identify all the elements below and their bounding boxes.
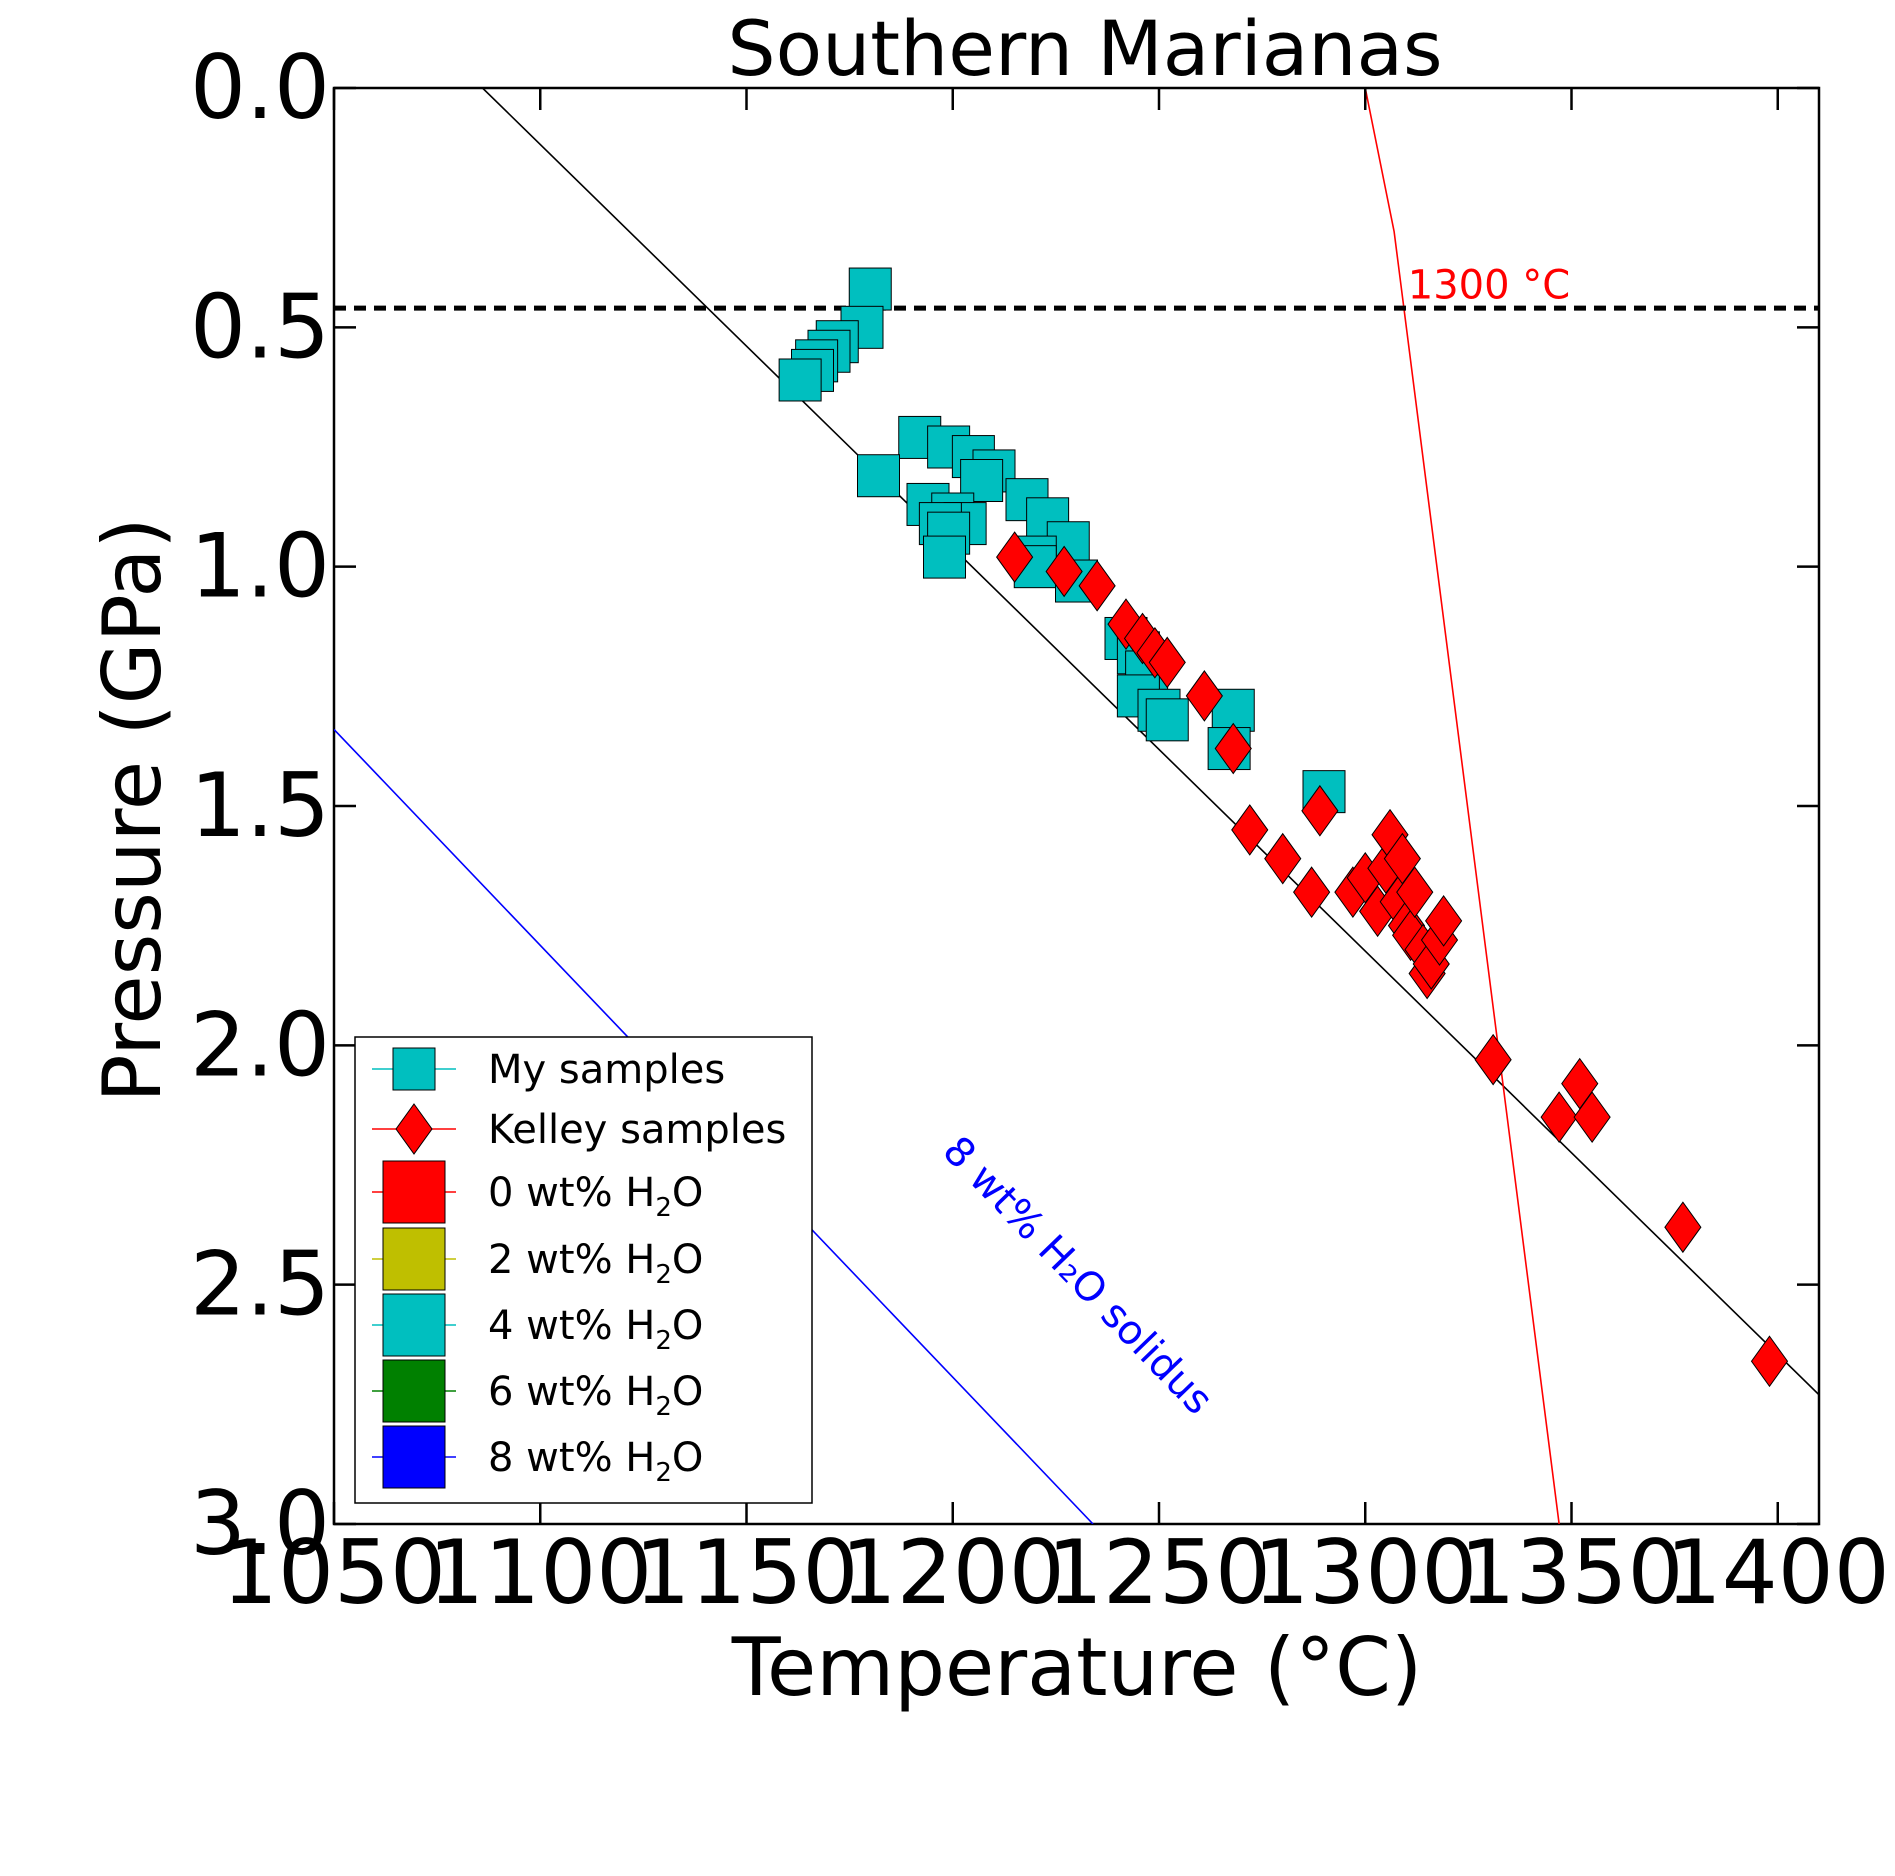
- point-kelley-samples-0: [996, 531, 1034, 583]
- point-kelley-samples-1: [1045, 545, 1083, 598]
- legend-box: [354, 1036, 813, 1504]
- point-my-samples-22: [923, 535, 966, 579]
- x-tick-label: 1400: [1666, 1521, 1890, 1624]
- legend-marker-diamond: [395, 1103, 433, 1155]
- point-kelley-samples-11: [1293, 866, 1331, 919]
- point-kelley-samples-33: [1750, 1335, 1789, 1388]
- y-axis-label: Pressure (GPa): [86, 517, 179, 1102]
- legend-marker-bigsquare: [382, 1160, 446, 1224]
- legend-marker-bigsquare: [382, 1425, 446, 1489]
- y-tick-label: 2.0: [190, 993, 330, 1096]
- legend-label: Kelley samples: [488, 1107, 786, 1153]
- point-kelley-samples-7: [1185, 670, 1223, 722]
- y-tick-label: 0.5: [190, 275, 330, 378]
- point-kelley-samples-2: [1078, 559, 1116, 612]
- point-kelley-samples-31: [1573, 1091, 1611, 1143]
- point-kelley-samples-27: [1425, 895, 1463, 947]
- point-kelley-samples-8: [1214, 722, 1252, 775]
- point-my-samples-6: [778, 358, 822, 402]
- legend-marker-bigsquare: [382, 1227, 446, 1291]
- legend-label: 8 wt% H2O: [488, 1435, 703, 1488]
- isotherm-label: 1300 °C: [1408, 263, 1570, 309]
- legend-label: My samples: [488, 1047, 725, 1093]
- data-points: [778, 267, 1789, 1388]
- point-my-samples-0: [848, 267, 892, 311]
- y-tick-label: 1.0: [190, 515, 330, 618]
- point-kelley-samples-12: [1301, 784, 1339, 837]
- legend-label: 6 wt% H2O: [488, 1369, 703, 1422]
- y-tick-label: 3.0: [190, 1472, 330, 1575]
- point-kelley-samples-9: [1231, 804, 1269, 856]
- y-tick-label: 1.5: [190, 754, 330, 857]
- y-tick-label: 0.0: [190, 36, 330, 139]
- legend-marker-bigsquare: [382, 1359, 446, 1423]
- x-tick-label: 1050: [222, 1521, 446, 1624]
- legend-label: 4 wt% H2O: [488, 1303, 703, 1356]
- legend-marker-square: [392, 1047, 436, 1091]
- legend-label: 0 wt% H2O: [488, 1170, 703, 1223]
- point-kelley-samples-32: [1664, 1201, 1702, 1254]
- x-tick-label: 1350: [1460, 1521, 1684, 1624]
- x-tick-label: 1150: [635, 1521, 859, 1624]
- point-my-samples-30: [1145, 698, 1189, 742]
- x-tick-label: 1250: [1047, 1521, 1271, 1624]
- point-kelley-samples-6: [1148, 636, 1186, 689]
- point-kelley-samples-28: [1474, 1033, 1512, 1086]
- x-tick-label: 1200: [841, 1521, 1065, 1624]
- x-axis-label: Temperature (°C): [731, 1621, 1422, 1714]
- x-tick-label: 1100: [428, 1521, 652, 1624]
- chart-title: Southern Marianas: [727, 4, 1442, 93]
- legend-marker-bigsquare: [382, 1293, 446, 1357]
- point-kelley-samples-29: [1540, 1091, 1578, 1143]
- point-kelley-samples-10: [1264, 832, 1302, 885]
- x-tick-label: 1300: [1253, 1521, 1477, 1624]
- y-tick-label: 2.5: [190, 1233, 330, 1336]
- legend: My samples Kelley samples 0 wt% H2O 2 wt% H…: [354, 1036, 813, 1504]
- legend-label: 2 wt% H2O: [488, 1237, 703, 1290]
- point-my-samples-12: [857, 454, 900, 498]
- reference-line-2: [1364, 88, 1560, 1524]
- point-kelley-samples-22: [1396, 866, 1434, 919]
